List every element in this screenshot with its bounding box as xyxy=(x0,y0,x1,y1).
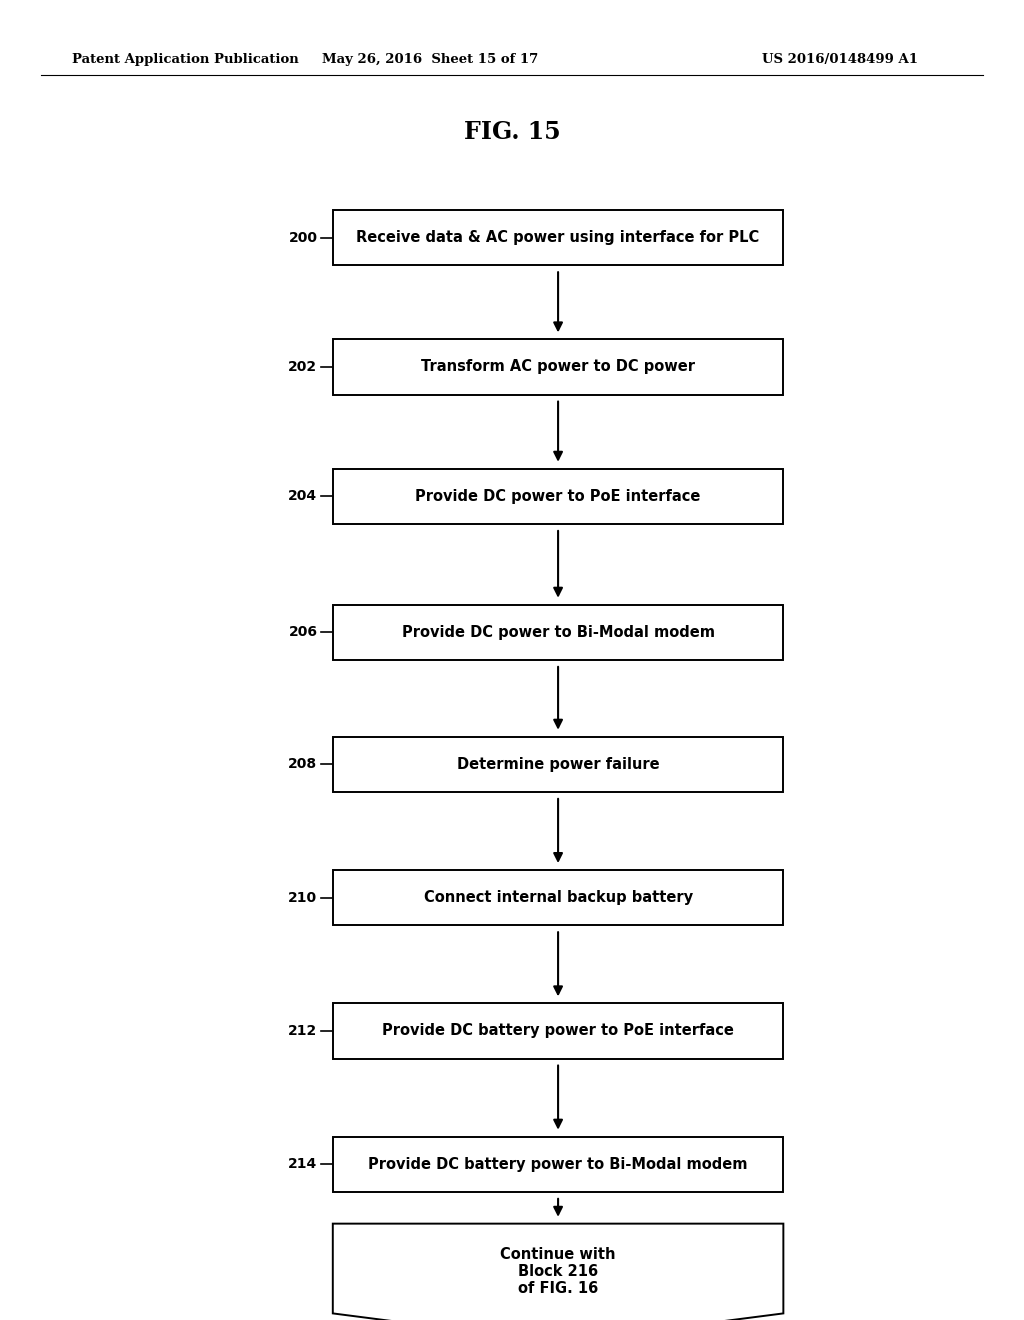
Text: Transform AC power to DC power: Transform AC power to DC power xyxy=(421,359,695,375)
Text: US 2016/0148499 A1: US 2016/0148499 A1 xyxy=(762,53,918,66)
FancyBboxPatch shape xyxy=(333,870,783,925)
Text: 210: 210 xyxy=(289,891,317,904)
FancyBboxPatch shape xyxy=(333,605,783,660)
Text: 200: 200 xyxy=(289,231,317,244)
FancyBboxPatch shape xyxy=(333,737,783,792)
Text: Continue with
Block 216
of FIG. 16: Continue with Block 216 of FIG. 16 xyxy=(501,1246,615,1296)
Text: May 26, 2016  Sheet 15 of 17: May 26, 2016 Sheet 15 of 17 xyxy=(322,53,539,66)
Polygon shape xyxy=(333,1224,783,1320)
Text: Provide DC battery power to Bi-Modal modem: Provide DC battery power to Bi-Modal mod… xyxy=(369,1156,748,1172)
FancyBboxPatch shape xyxy=(333,1137,783,1192)
FancyBboxPatch shape xyxy=(333,210,783,265)
Text: Determine power failure: Determine power failure xyxy=(457,756,659,772)
FancyBboxPatch shape xyxy=(333,1003,783,1059)
Text: 208: 208 xyxy=(289,758,317,771)
Text: Receive data & AC power using interface for PLC: Receive data & AC power using interface … xyxy=(356,230,760,246)
Text: 212: 212 xyxy=(288,1024,317,1038)
Text: 202: 202 xyxy=(289,360,317,374)
Text: Provide DC power to PoE interface: Provide DC power to PoE interface xyxy=(416,488,700,504)
FancyBboxPatch shape xyxy=(333,339,783,395)
Text: Provide DC battery power to PoE interface: Provide DC battery power to PoE interfac… xyxy=(382,1023,734,1039)
Text: 206: 206 xyxy=(289,626,317,639)
Text: 214: 214 xyxy=(288,1158,317,1171)
Text: Connect internal backup battery: Connect internal backup battery xyxy=(424,890,692,906)
Text: FIG. 15: FIG. 15 xyxy=(464,120,560,144)
Text: Patent Application Publication: Patent Application Publication xyxy=(72,53,298,66)
Text: Provide DC power to Bi-Modal modem: Provide DC power to Bi-Modal modem xyxy=(401,624,715,640)
FancyBboxPatch shape xyxy=(333,469,783,524)
Text: 204: 204 xyxy=(289,490,317,503)
